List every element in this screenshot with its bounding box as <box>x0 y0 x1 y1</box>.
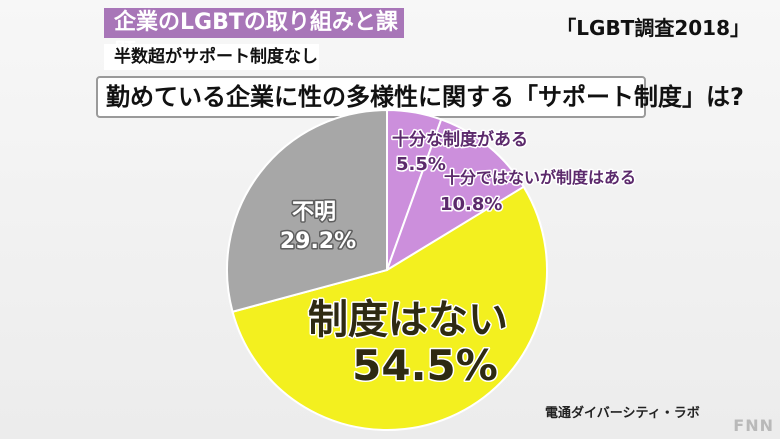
value-insufficient: 10.8% <box>440 194 502 215</box>
chart-subtitle: 半数超がサポート制度なし <box>104 44 319 70</box>
slice-insufficient <box>385 118 526 273</box>
chart-question: 勤めている企業に性の多様性に関する「サポート制度」は? <box>96 76 744 118</box>
label-sufficient: 十分な制度がある <box>392 129 528 150</box>
chart-title-band: 企業のLGBTの取り組みと課題 <box>104 8 404 65</box>
label-none: 制度はない <box>308 297 508 343</box>
slice-none <box>231 185 548 431</box>
survey-tag: 「LGBT調査2018」 <box>556 16 750 40</box>
value-unknown: 29.2% <box>280 229 356 254</box>
slice-unknown <box>226 108 388 313</box>
label-insufficient: 十分ではないが制度はある <box>444 168 636 187</box>
broadcaster-logo: FNN <box>733 416 774 435</box>
source-credit: 電通ダイバーシティ・ラボ <box>545 406 700 421</box>
value-sufficient: 5.5% <box>396 154 446 175</box>
label-unknown: 不明 <box>292 200 336 225</box>
value-none: 54.5% <box>352 341 498 390</box>
